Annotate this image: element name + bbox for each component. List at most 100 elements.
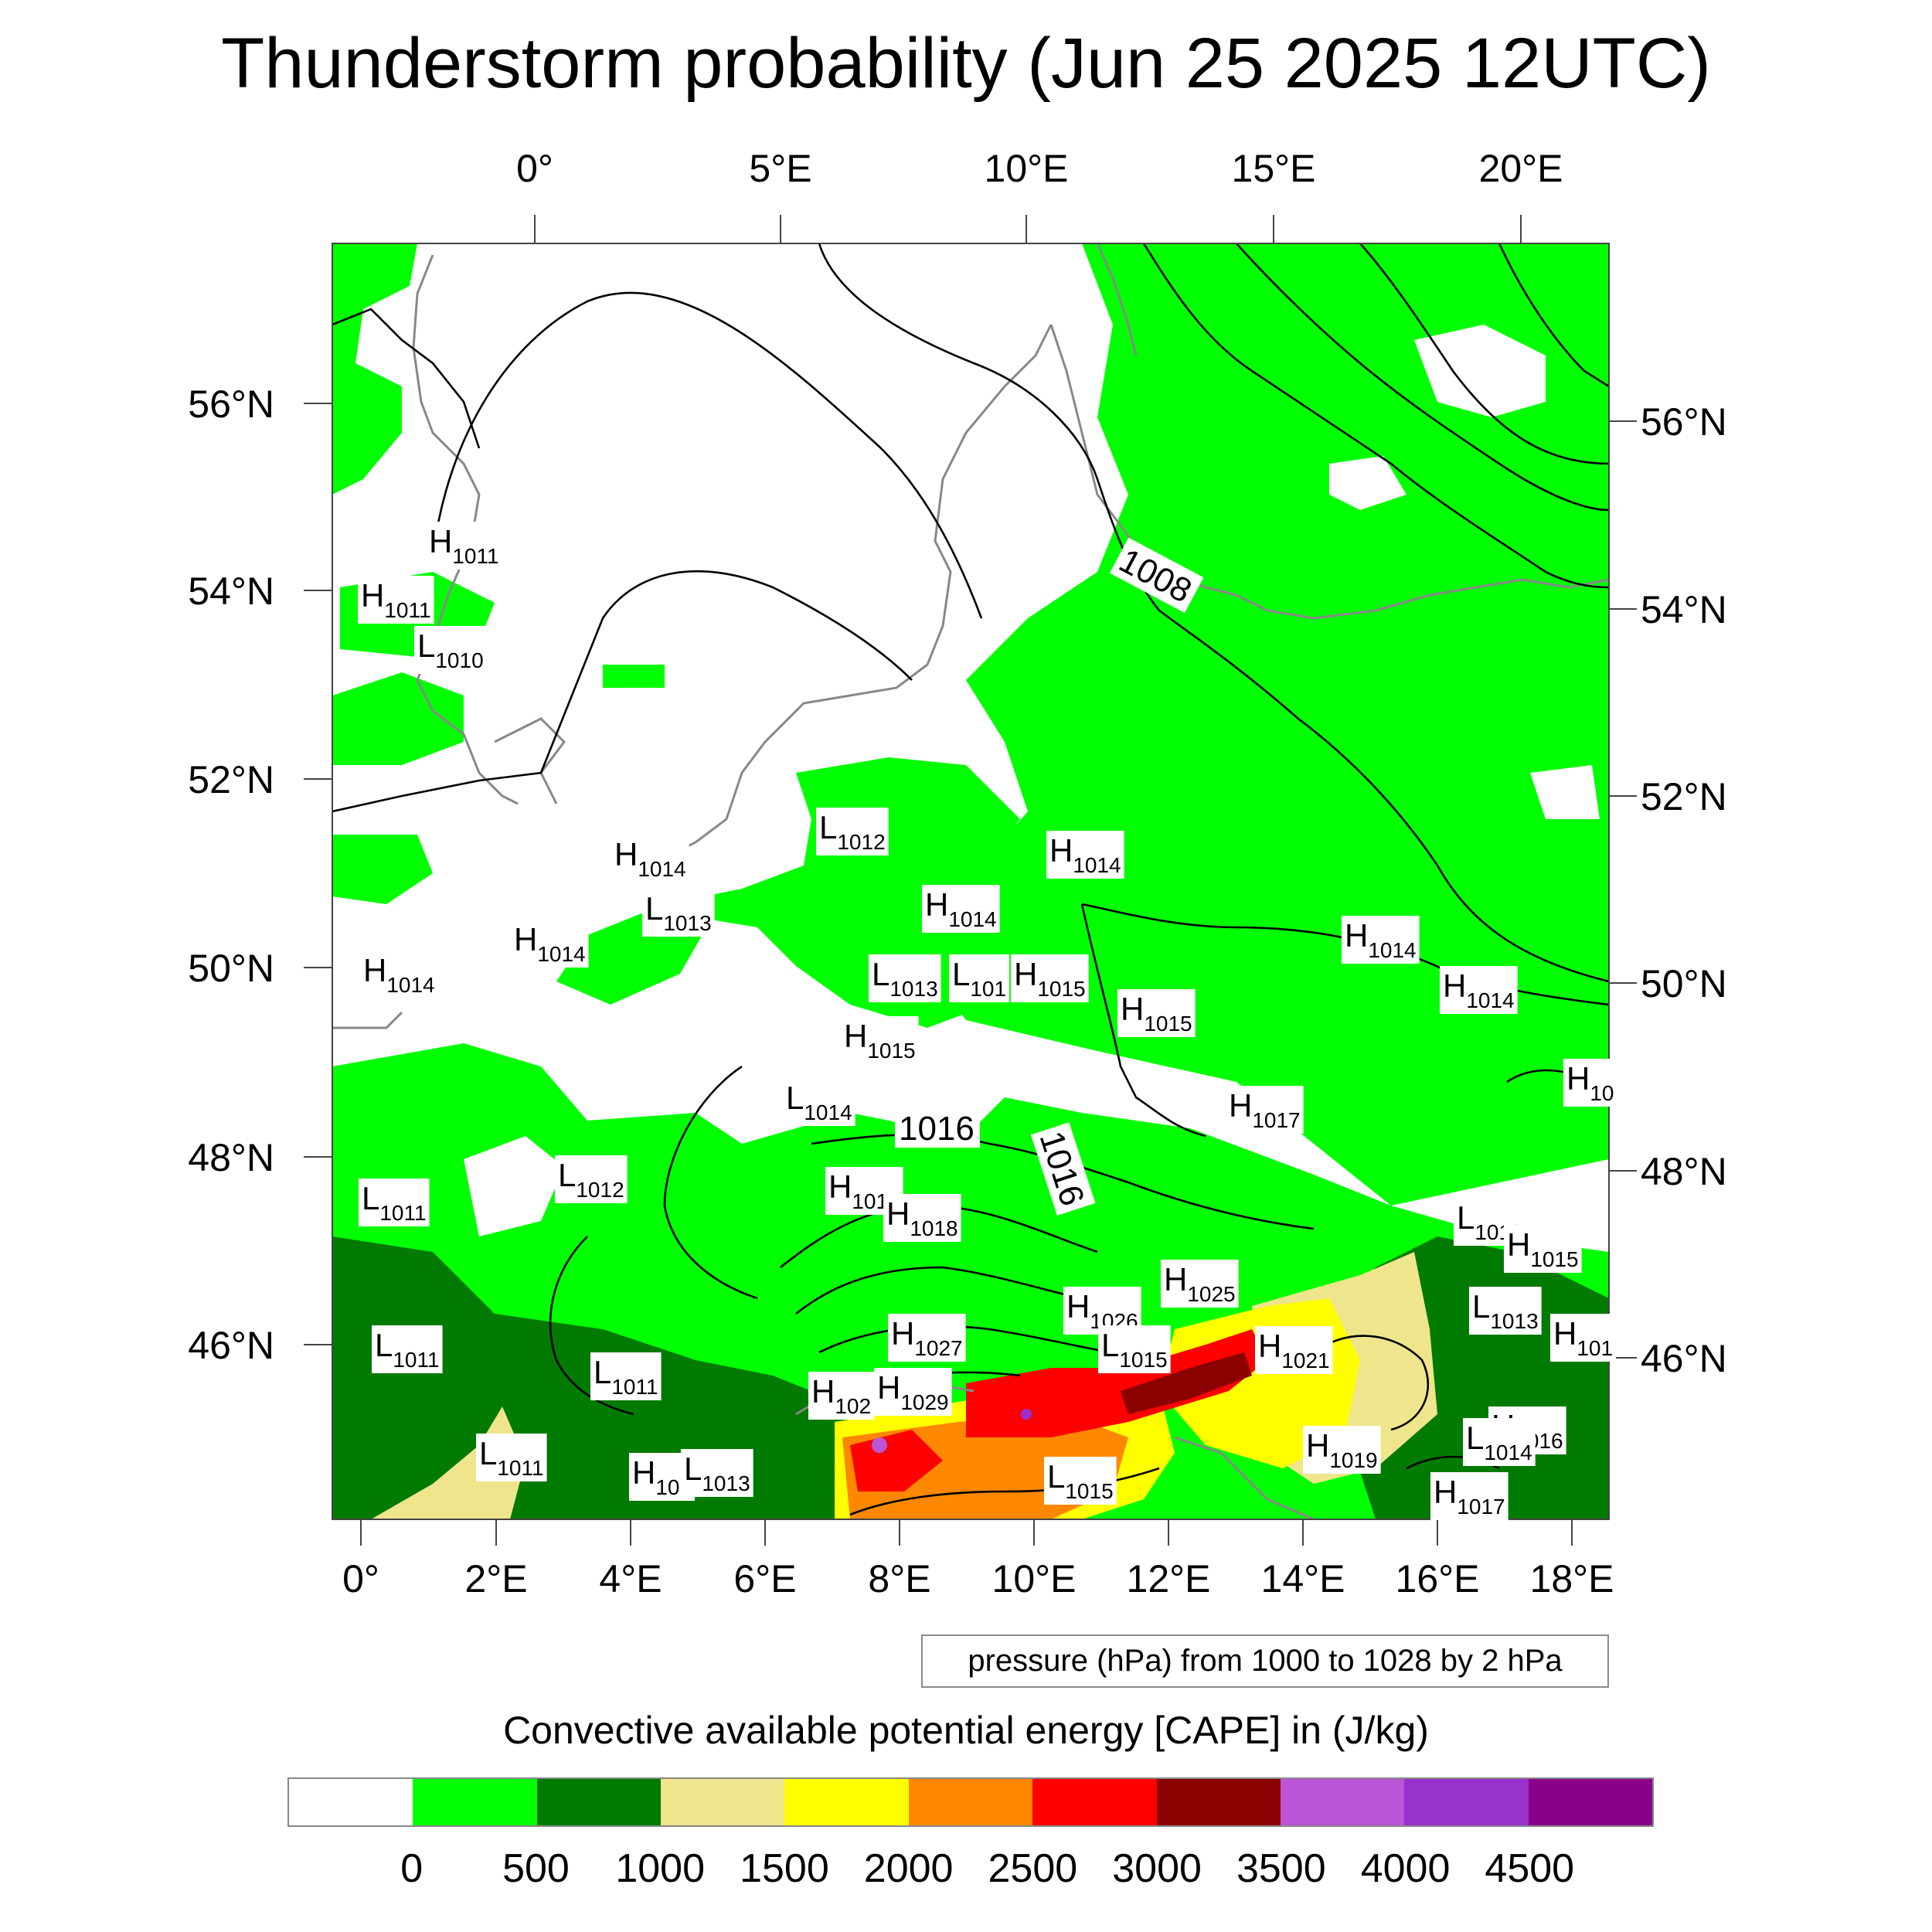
cape-green-west: [332, 243, 417, 495]
pressure-marker: H1014: [1046, 831, 1124, 879]
pressure-marker: L1011: [590, 1352, 662, 1400]
svg-text:L1014: L1014: [786, 1080, 852, 1124]
colorbar-title: Convective available potential energy [C…: [503, 1709, 1429, 1752]
svg-text:H1025: H1025: [1164, 1261, 1236, 1306]
svg-text:L1012: L1012: [558, 1157, 624, 1202]
pressure-marker: L1011: [359, 1179, 430, 1226]
svg-text:H1019: H1019: [1306, 1427, 1378, 1472]
svg-text:H102: H102: [811, 1373, 871, 1418]
svg-text:L1011: L1011: [479, 1435, 544, 1480]
bottom-axis-label: 18°E: [1530, 1557, 1614, 1600]
pressure-marker: L1013: [642, 889, 715, 937]
colorbar-swatch: [413, 1779, 537, 1825]
pressure-marker: H10: [1563, 1059, 1617, 1107]
colorbar-swatch: [661, 1779, 785, 1825]
pressure-marker: H1011: [358, 576, 434, 624]
svg-text:H1014: H1014: [1443, 968, 1515, 1012]
pressure-marker: H1014: [611, 835, 689, 883]
top-axis-label: 0°: [516, 147, 553, 190]
svg-text:L1013: L1013: [1472, 1288, 1539, 1333]
bottom-axis-label: 10°E: [992, 1557, 1077, 1600]
svg-text:H1014: H1014: [1345, 917, 1417, 962]
colorbar-label: 1500: [740, 1846, 829, 1891]
left-axis-label: 46°N: [188, 1324, 274, 1367]
svg-text:L1014: L1014: [1466, 1420, 1532, 1464]
bottom-axis-label: 0°: [342, 1557, 379, 1600]
bottom-axis-label: 6°E: [733, 1557, 796, 1600]
bottom-axis-label: 4°E: [599, 1557, 662, 1600]
right-axis-label: 48°N: [1641, 1150, 1727, 1193]
colorbar-label: 500: [502, 1846, 570, 1891]
svg-text:L101: L101: [952, 956, 1006, 1001]
svg-text:H1014: H1014: [514, 921, 586, 966]
pressure-marker: H1014: [922, 885, 1000, 933]
top-axis-label: 10°E: [985, 147, 1069, 190]
svg-text:L1011: L1011: [362, 1180, 427, 1225]
colorbar-swatch: [1156, 1779, 1281, 1825]
svg-text:L1011: L1011: [594, 1354, 658, 1399]
svg-text:L1015: L1015: [1101, 1327, 1168, 1372]
map-title: Thunderstorm probability (Jun 25 2025 12…: [221, 24, 1711, 103]
pressure-marker: L1015: [1098, 1325, 1171, 1373]
pressure-marker: H1025: [1161, 1260, 1239, 1308]
top-axis-label: 20°E: [1479, 147, 1563, 190]
svg-text:L1011: L1011: [375, 1327, 440, 1372]
pressure-marker: L1011: [476, 1434, 547, 1481]
svg-text:L1013: L1013: [684, 1451, 750, 1495]
svg-text:1016: 1016: [899, 1110, 975, 1148]
pressure-marker: H1011: [426, 522, 502, 570]
pressure-marker: H1015: [1504, 1225, 1582, 1273]
svg-text:H1017: H1017: [1434, 1474, 1505, 1519]
cape-red: [966, 1329, 1267, 1437]
pressure-marker: H1017: [1226, 1086, 1304, 1134]
svg-text:H1014: H1014: [614, 836, 686, 881]
pressure-marker: L1015: [1044, 1457, 1117, 1505]
svg-text:L1013: L1013: [872, 956, 938, 1001]
colorbar-swatch: [1032, 1779, 1157, 1825]
colorbar-swatch: [1404, 1779, 1529, 1825]
svg-text:H1014: H1014: [1049, 832, 1121, 877]
pressure-marker: L1011: [372, 1325, 443, 1373]
pressure-marker: H1014: [511, 920, 589, 968]
pressure-marker: H1018: [883, 1194, 961, 1242]
svg-text:H1029: H1029: [877, 1369, 949, 1414]
pressure-markers: H1011 H1011 L1010 L1012 H1014 H1014 L1013 H1014…: [358, 522, 1617, 1520]
colorbar-swatch: [536, 1779, 662, 1825]
pressure-marker: H1026: [1063, 1287, 1141, 1335]
bottom-axis-label: 8°E: [868, 1557, 930, 1600]
colorbar-label: 4500: [1485, 1846, 1575, 1891]
colorbar-label: 0: [400, 1846, 423, 1891]
pressure-marker: H102: [808, 1372, 875, 1420]
left-axis-label: 56°N: [188, 383, 274, 426]
left-axis-label: 50°N: [188, 947, 274, 990]
colorbar-swatch: [1528, 1779, 1652, 1825]
svg-text:H10: H10: [1566, 1060, 1614, 1105]
pressure-marker: H1014: [360, 951, 438, 998]
svg-text:H1015: H1015: [1507, 1226, 1579, 1271]
cape-purple-spot: [872, 1437, 887, 1453]
svg-text:H1014: H1014: [363, 952, 435, 997]
svg-text:H1015: H1015: [1014, 956, 1086, 1001]
colorbar-swatch: [908, 1779, 1033, 1825]
pressure-marker: L1014: [783, 1078, 855, 1126]
svg-text:H1021: H1021: [1258, 1328, 1330, 1372]
cape-darkred: [1121, 1352, 1252, 1414]
colorbar-label: 1000: [615, 1846, 706, 1891]
pressure-marker: L1013: [869, 954, 941, 1002]
bottom-axis-label: 2°E: [464, 1557, 527, 1600]
right-axis-label: 46°N: [1641, 1337, 1727, 1380]
right-axis-label: 54°N: [1641, 588, 1727, 631]
svg-text:H101: H101: [1553, 1315, 1613, 1360]
colorbar-swatch: [784, 1779, 909, 1825]
colorbar-label: 2500: [988, 1846, 1078, 1891]
pressure-marker: H1015: [841, 1016, 919, 1064]
pressure-marker: H1019: [1303, 1426, 1381, 1474]
bottom-axis-label: 14°E: [1261, 1557, 1345, 1600]
top-axis-label: 5°E: [749, 147, 811, 190]
pressure-marker: L1013: [1469, 1287, 1542, 1335]
svg-text:H1018: H1018: [886, 1196, 958, 1240]
right-axis-label: 56°N: [1641, 400, 1727, 444]
top-axis-label: 15°E: [1232, 147, 1316, 190]
pressure-marker: H1029: [874, 1368, 952, 1416]
bottom-axis-label: 16°E: [1396, 1557, 1480, 1600]
